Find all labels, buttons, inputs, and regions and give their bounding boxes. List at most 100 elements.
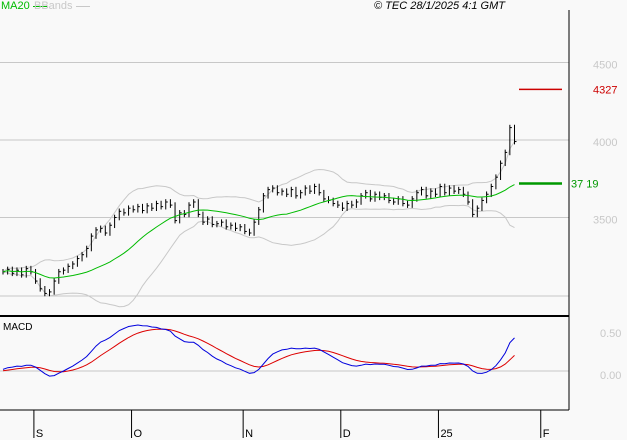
price-bar <box>165 199 168 210</box>
price-tick-label: 4000 <box>593 137 617 149</box>
price-bar <box>309 185 312 194</box>
price-bar <box>16 267 19 277</box>
price-bar <box>142 203 145 214</box>
price-bar <box>67 263 71 273</box>
legend-ma20: MA20 <box>1 0 47 12</box>
price-bar <box>137 203 140 213</box>
price-bar <box>39 278 43 292</box>
price-bar <box>421 186 424 196</box>
price-bar <box>369 189 373 202</box>
price-bar <box>314 183 317 194</box>
price-bar <box>253 219 257 236</box>
price-bar <box>300 189 303 199</box>
price-bar <box>337 200 340 208</box>
copyright: © TEC 28/1/2025 4:1 GMT <box>374 0 505 12</box>
price-bar <box>272 185 275 193</box>
price-bar <box>448 185 452 196</box>
legend-bbands-swatch <box>75 5 90 7</box>
price-bar <box>453 185 457 194</box>
price-bar <box>95 227 98 239</box>
price-bar <box>281 188 284 196</box>
price-bar <box>509 124 512 156</box>
date-tick-label: O <box>134 428 143 440</box>
price-bar <box>211 216 215 228</box>
price-bar <box>58 268 61 284</box>
price-bar <box>472 199 475 218</box>
price-bar <box>62 267 66 275</box>
price-bar <box>444 183 447 196</box>
legend-bbands-label: BBands <box>34 0 73 12</box>
price-bar <box>393 197 396 205</box>
price-bar <box>486 191 489 204</box>
price-bar <box>439 183 443 198</box>
price-bar <box>430 188 433 199</box>
price-bar <box>239 224 243 232</box>
macd-tick-label: 0.00 <box>600 370 621 382</box>
price-bar <box>323 189 326 202</box>
price-bar <box>360 193 364 205</box>
price-bar <box>379 191 382 201</box>
date-tick-label: N <box>245 428 253 440</box>
signal-line <box>2 328 515 373</box>
date-tick-label: S <box>36 428 43 440</box>
price-bar <box>221 219 224 227</box>
price-bar <box>341 202 345 211</box>
price-bar <box>425 186 429 199</box>
price-bar <box>495 174 498 190</box>
price-bar <box>188 202 191 218</box>
price-bar <box>355 199 359 208</box>
price-tick-label: 3500 <box>593 215 617 227</box>
price-bar <box>44 286 47 297</box>
bollinger-bands <box>2 141 515 308</box>
price-bar <box>230 222 233 230</box>
price-bar <box>81 251 85 262</box>
price-bar <box>146 203 150 214</box>
price-bar <box>76 255 80 267</box>
price-bar <box>458 186 461 194</box>
price-bar <box>109 222 112 236</box>
ma20-polyline <box>2 184 515 279</box>
price-bar <box>132 205 136 213</box>
price-bar <box>114 214 117 229</box>
bb-lower-line <box>2 204 515 308</box>
macd-line <box>2 324 515 377</box>
date-tick-label: D <box>343 428 351 440</box>
legend-ma20-label: MA20 <box>1 0 30 12</box>
price-bar <box>174 202 178 224</box>
macd-title: MACD <box>3 322 33 333</box>
price-bar <box>467 191 470 205</box>
price-bar <box>290 186 294 198</box>
price-bar <box>197 199 201 218</box>
price-bar <box>500 160 503 180</box>
price-bar <box>160 200 164 210</box>
price-bar <box>351 200 354 208</box>
macd-tick-label: 0.50 <box>600 328 621 340</box>
ma20-last-label: 37 19 <box>571 179 599 191</box>
price-bar <box>397 196 401 205</box>
price-bar <box>202 211 205 225</box>
price-bar <box>169 199 173 208</box>
price-bar <box>244 224 247 235</box>
price-bar <box>295 186 298 199</box>
price-bar <box>365 189 368 199</box>
price-bar <box>481 197 484 211</box>
price-bar <box>155 200 159 211</box>
date-tick-label: F <box>543 428 550 440</box>
price-bar <box>225 219 229 230</box>
price-bar <box>248 228 252 236</box>
price-bar <box>411 196 415 208</box>
price-bar <box>100 225 103 233</box>
grid <box>0 62 569 297</box>
price-bar <box>434 188 438 198</box>
price-bar <box>151 203 154 211</box>
price-bar <box>476 205 480 218</box>
price-bar <box>346 200 350 211</box>
price-bar <box>193 199 196 208</box>
price-bar <box>276 185 280 196</box>
macd-panel <box>0 324 569 377</box>
price-bar <box>267 186 271 199</box>
price-bar <box>318 183 322 196</box>
price-bar <box>216 220 219 228</box>
ma20-line <box>2 184 515 279</box>
